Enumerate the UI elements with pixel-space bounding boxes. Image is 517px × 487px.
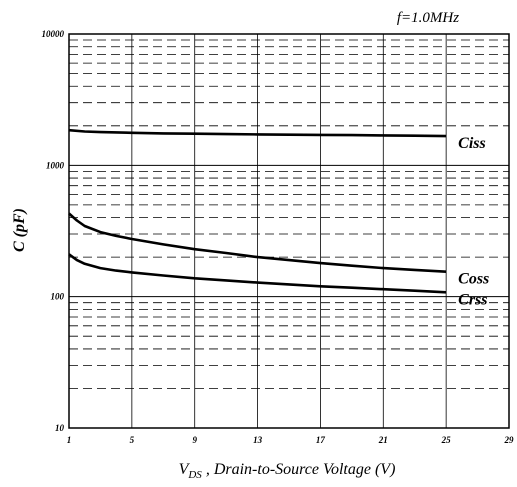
plot-frame: [69, 34, 509, 428]
x-tick-label: 1: [67, 435, 72, 445]
grid: [69, 34, 509, 428]
tick-labels: 1 5 9 13 17 21 25 29 10 100 1000 10000: [42, 29, 515, 445]
x-tick-label: 21: [378, 435, 388, 445]
y-tick-label: 100: [51, 292, 65, 302]
x-tick-label: 13: [253, 435, 263, 445]
series-label-coss: Coss: [458, 271, 489, 288]
x-axis-title: VDS , Drain-to-Source Voltage (V): [179, 461, 396, 481]
x-tick-label: 5: [130, 435, 135, 445]
x-tick-label: 25: [441, 435, 452, 445]
x-axis-title-text: , Drain-to-Source Voltage (V): [202, 461, 396, 478]
x-tick-label: 17: [316, 435, 326, 445]
y-tick-label: 10: [55, 423, 65, 433]
frequency-annotation: f=1.0MHz: [397, 10, 459, 26]
series-label-crss: Crss: [458, 291, 487, 308]
y-axis-title: C (pF): [11, 208, 28, 252]
x-tick-label: 9: [192, 435, 197, 445]
x-tick-label: 29: [504, 435, 515, 445]
series-labels: Ciss Coss Crss: [458, 135, 489, 308]
x-axis-title-subscript: DS: [187, 469, 202, 481]
y-tick-label: 1000: [46, 160, 65, 170]
y-tick-label: 10000: [42, 29, 65, 39]
series-label-ciss: Ciss: [458, 135, 486, 152]
